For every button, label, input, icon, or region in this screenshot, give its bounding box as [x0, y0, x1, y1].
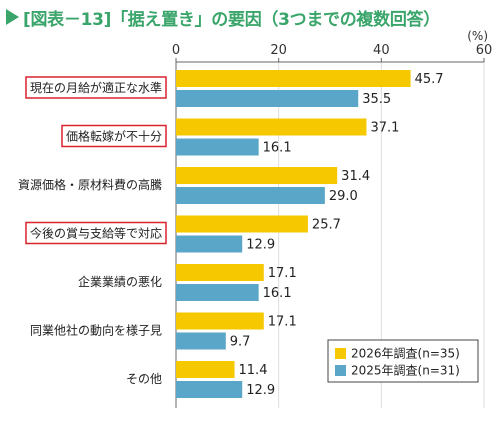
- x-tick-label-1: 20: [270, 43, 287, 58]
- category-label-1: 価格転嫁が不十分: [66, 129, 162, 144]
- category-label-0: 現在の月給が適正な水準: [30, 80, 162, 95]
- bar-s1-c4: [176, 284, 259, 301]
- bar-s1-c5: [176, 332, 226, 350]
- bar-s1-c6: [176, 381, 243, 398]
- play-triangle-icon: [6, 9, 19, 25]
- chart-title: [図表－13]「据え置き」の要因（3つまでの複数回答）: [23, 9, 440, 30]
- legend-label-1: 2025年調査(n=31): [351, 364, 460, 378]
- chart-header: [図表－13]「据え置き」の要因（3つまでの複数回答）: [6, 4, 440, 30]
- category-highlight-box-3: [25, 221, 167, 245]
- legend-label-0: 2026年調査(n=35): [351, 347, 460, 361]
- bar-value-label-s1-c5: 9.7: [230, 335, 251, 350]
- category-label-2: 資源価格・原材料費の高騰: [18, 177, 162, 192]
- bar-value-label-s0-c2: 31.4: [341, 169, 370, 184]
- category-highlight-box-0: [25, 76, 167, 99]
- bar-s0-c2: [176, 167, 338, 184]
- category-label-3: 今後の賞与支給等で対応: [30, 226, 162, 241]
- legend-swatch-0: [335, 348, 346, 359]
- bar-s1-c2: [176, 187, 325, 204]
- bar-s1-c3: [176, 235, 243, 253]
- category-label-4: 企業業績の悪化: [78, 274, 162, 289]
- bar-s1-c0: [176, 90, 359, 107]
- legend-swatch-1: [335, 365, 346, 376]
- bar-value-label-s0-c3: 25.7: [312, 218, 341, 233]
- bar-value-label-s1-c2: 29.0: [329, 189, 358, 204]
- legend-box: [327, 339, 479, 383]
- x-tick-label-0: 0: [172, 43, 180, 58]
- bar-s0-c6: [176, 361, 235, 378]
- x-tick-label-2: 40: [373, 43, 390, 58]
- category-highlight-box-1: [61, 124, 167, 148]
- x-tick-label-3: 60: [476, 43, 493, 58]
- bar-value-label-s0-c5: 17.1: [268, 315, 297, 330]
- bar-s1-c1: [176, 138, 259, 156]
- category-label-6: その他: [126, 372, 162, 386]
- bar-value-label-s0-c4: 17.1: [268, 266, 297, 281]
- bar-s0-c4: [176, 264, 264, 281]
- bar-s0-c1: [176, 118, 367, 136]
- bar-value-label-s1-c6: 12.9: [246, 383, 275, 398]
- unit-label: (%): [467, 29, 488, 43]
- category-label-5: 同業他社の動向を様子見: [30, 323, 162, 338]
- bar-value-label-s1-c3: 12.9: [246, 238, 275, 253]
- bar-value-label-s1-c4: 16.1: [263, 286, 292, 301]
- bar-value-label-s0-c1: 37.1: [370, 121, 399, 136]
- bar-s0-c5: [176, 312, 264, 330]
- bar-s0-c3: [176, 215, 308, 233]
- bar-value-label-s1-c0: 35.5: [362, 92, 391, 107]
- bar-value-label-s1-c1: 16.1: [263, 141, 292, 156]
- bar-s0-c0: [176, 70, 411, 87]
- bar-value-label-s0-c6: 11.4: [239, 363, 268, 378]
- bar-value-label-s0-c0: 45.7: [415, 72, 444, 87]
